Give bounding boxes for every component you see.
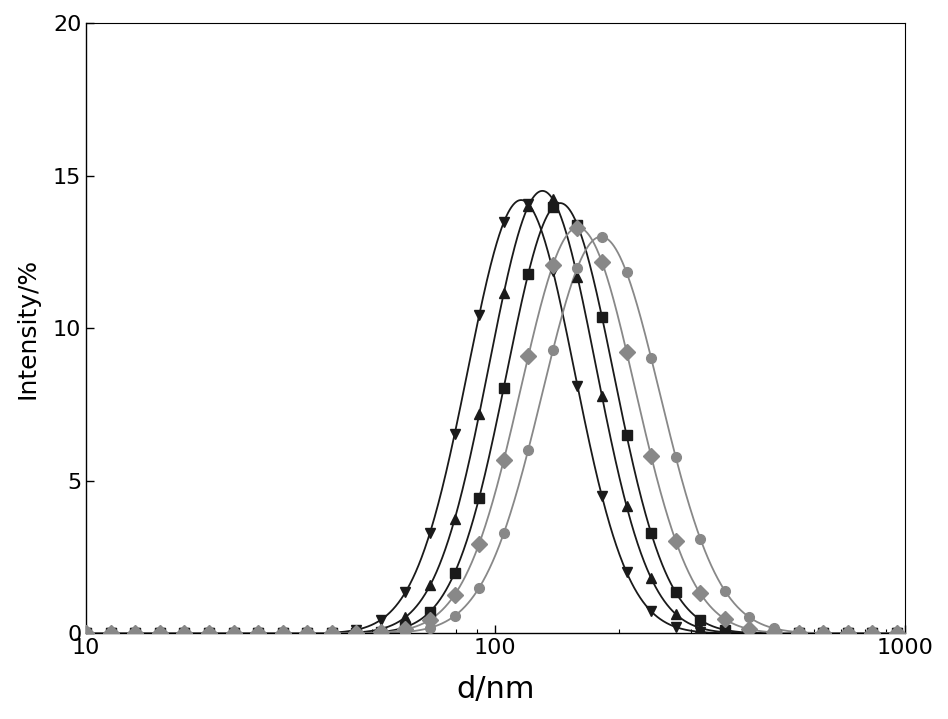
Y-axis label: Intensity/%: Intensity/% xyxy=(15,257,39,399)
X-axis label: d/nm: d/nm xyxy=(456,675,535,704)
